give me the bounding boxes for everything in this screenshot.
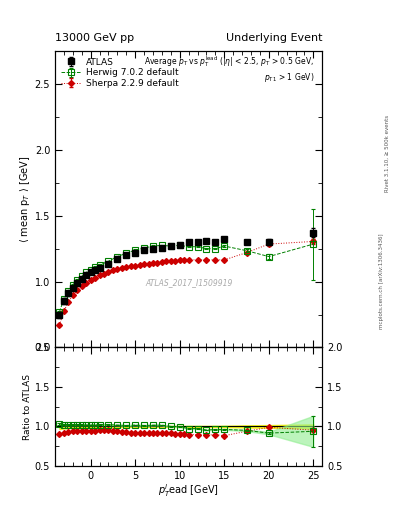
Text: Rivet 3.1.10, ≥ 500k events: Rivet 3.1.10, ≥ 500k events [385,115,389,192]
Text: mcplots.cern.ch [arXiv:1306.3436]: mcplots.cern.ch [arXiv:1306.3436] [379,234,384,329]
Legend: ATLAS, Herwig 7.0.2 default, Sherpa 2.2.9 default: ATLAS, Herwig 7.0.2 default, Sherpa 2.2.… [59,56,180,90]
Text: 13000 GeV pp: 13000 GeV pp [55,33,134,43]
Y-axis label: $\langle$ mean p$_T$ $\rangle$ [GeV]: $\langle$ mean p$_T$ $\rangle$ [GeV] [18,156,32,243]
Text: Underlying Event: Underlying Event [226,33,322,43]
Y-axis label: Ratio to ATLAS: Ratio to ATLAS [23,374,32,440]
Text: Average $p_{\rm T}$ vs $p_{\rm T}^{\rm lead}$ ($|\eta|$ < 2.5, $p_{\rm T}$ > 0.5: Average $p_{\rm T}$ vs $p_{\rm T}^{\rm l… [144,54,314,84]
Text: ATLAS_2017_I1509919: ATLAS_2017_I1509919 [145,278,232,287]
X-axis label: $p_T^l$ead [GeV]: $p_T^l$ead [GeV] [158,482,219,499]
